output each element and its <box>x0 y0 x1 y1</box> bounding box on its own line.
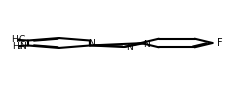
Text: F: F <box>217 38 222 48</box>
Text: N: N <box>88 39 95 48</box>
Text: H: H <box>12 42 18 51</box>
Text: 3: 3 <box>17 38 21 43</box>
Text: 2: 2 <box>18 45 21 50</box>
Text: N: N <box>143 40 150 49</box>
Text: N: N <box>126 42 132 52</box>
Text: H: H <box>11 35 18 44</box>
Text: N: N <box>19 42 26 51</box>
Text: C: C <box>19 35 25 44</box>
